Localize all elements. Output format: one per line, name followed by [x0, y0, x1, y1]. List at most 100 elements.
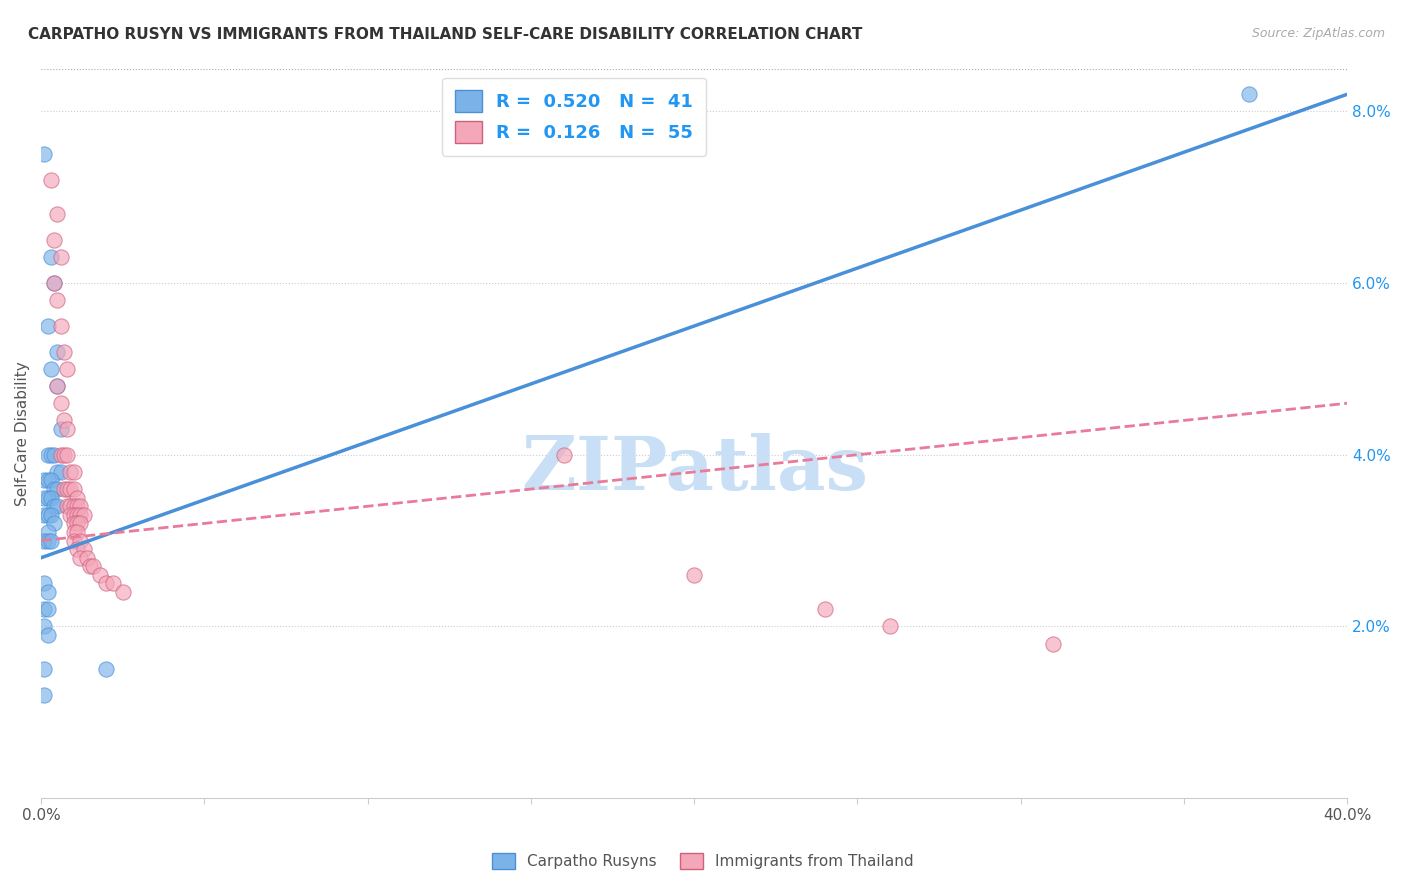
Point: [49, 422, 72, 436]
Point: [37, 524, 59, 539]
Point: [66, 524, 89, 539]
Point: [44, 482, 66, 496]
Point: [96, 662, 118, 676]
Point: [62, 482, 84, 496]
Point: [46, 500, 69, 514]
Point: [37, 533, 59, 548]
Point: [37, 448, 59, 462]
Text: CARPATHO RUSYN VS IMMIGRANTS FROM THAILAND SELF-CARE DISABILITY CORRELATION CHAR: CARPATHO RUSYN VS IMMIGRANTS FROM THAILA…: [28, 27, 862, 42]
Point: [59, 500, 82, 514]
Point: [96, 576, 118, 591]
Point: [52, 344, 75, 359]
Point: [46, 207, 69, 221]
Text: ZIPatlas: ZIPatlas: [520, 434, 868, 507]
Point: [49, 318, 72, 333]
Point: [56, 362, 79, 376]
Point: [62, 500, 84, 514]
Point: [34, 602, 56, 616]
Point: [46, 465, 69, 479]
Point: [56, 500, 79, 514]
Point: [72, 542, 94, 557]
Point: [49, 448, 72, 462]
Point: [814, 602, 837, 616]
Point: [37, 508, 59, 522]
Point: [62, 533, 84, 548]
Point: [34, 508, 56, 522]
Point: [46, 379, 69, 393]
Point: [52, 448, 75, 462]
Point: [49, 251, 72, 265]
Point: [39, 362, 62, 376]
Point: [44, 276, 66, 290]
Point: [69, 533, 91, 548]
Point: [76, 550, 98, 565]
Point: [34, 662, 56, 676]
Point: [39, 251, 62, 265]
Point: [59, 508, 82, 522]
Point: [37, 628, 59, 642]
Point: [56, 422, 79, 436]
Point: [879, 619, 901, 633]
Point: [66, 508, 89, 522]
Text: Source: ZipAtlas.com: Source: ZipAtlas.com: [1251, 27, 1385, 40]
Point: [44, 276, 66, 290]
Point: [44, 448, 66, 462]
Point: [82, 559, 104, 574]
Point: [553, 448, 575, 462]
Point: [72, 508, 94, 522]
Point: [44, 233, 66, 247]
Point: [683, 568, 706, 582]
Point: [39, 491, 62, 505]
Point: [62, 516, 84, 531]
Point: [101, 576, 124, 591]
Point: [37, 474, 59, 488]
Point: [34, 619, 56, 633]
Point: [111, 585, 134, 599]
Point: [69, 516, 91, 531]
Point: [34, 147, 56, 161]
Point: [37, 585, 59, 599]
Point: [44, 500, 66, 514]
Legend: Carpatho Rusyns, Immigrants from Thailand: Carpatho Rusyns, Immigrants from Thailan…: [486, 847, 920, 875]
Point: [46, 344, 69, 359]
Point: [69, 550, 91, 565]
Point: [39, 448, 62, 462]
Point: [56, 482, 79, 496]
Point: [39, 533, 62, 548]
Point: [49, 396, 72, 410]
Point: [44, 516, 66, 531]
Point: [34, 533, 56, 548]
Point: [66, 500, 89, 514]
Point: [34, 576, 56, 591]
Point: [39, 173, 62, 187]
Point: [46, 482, 69, 496]
Point: [1042, 636, 1064, 650]
Point: [34, 688, 56, 702]
Point: [46, 379, 69, 393]
Point: [69, 500, 91, 514]
Point: [69, 508, 91, 522]
Point: [62, 524, 84, 539]
Point: [1239, 87, 1261, 102]
Point: [37, 491, 59, 505]
Point: [62, 508, 84, 522]
Point: [37, 602, 59, 616]
Point: [56, 448, 79, 462]
Point: [66, 491, 89, 505]
Point: [39, 508, 62, 522]
Point: [46, 293, 69, 308]
Point: [34, 491, 56, 505]
Point: [66, 516, 89, 531]
Point: [59, 482, 82, 496]
Point: [52, 413, 75, 427]
Point: [39, 474, 62, 488]
Point: [49, 465, 72, 479]
Point: [66, 542, 89, 557]
Point: [34, 474, 56, 488]
Point: [37, 318, 59, 333]
Point: [52, 482, 75, 496]
Y-axis label: Self-Care Disability: Self-Care Disability: [15, 361, 30, 506]
Point: [79, 559, 101, 574]
Point: [59, 465, 82, 479]
Legend: R =  0.520   N =  41, R =  0.126   N =  55: R = 0.520 N = 41, R = 0.126 N = 55: [441, 78, 706, 156]
